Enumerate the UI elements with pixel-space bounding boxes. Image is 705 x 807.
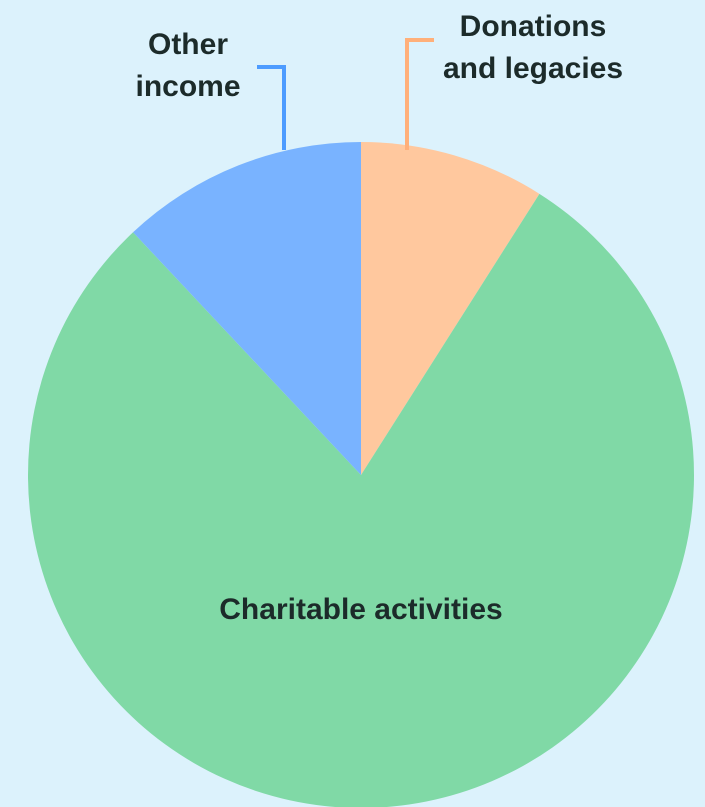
slice-other-income	[133, 142, 361, 475]
slice-labels: Donations and legacies Charitable activiti…	[135, 10, 623, 626]
label-line-donations-and-legacies-1: and legacies	[443, 52, 623, 85]
label-line-other-income-0: Other	[148, 28, 228, 61]
label-line-charitable-activities-0: Charitable activities	[219, 593, 502, 626]
leader-line-other-income	[257, 65, 286, 150]
label-charitable-activities: Charitable activities	[219, 593, 502, 626]
label-donations-and-legacies: Donations and legacies	[443, 10, 623, 85]
label-line-other-income-1: income	[135, 70, 240, 103]
slice-charitable-activities	[28, 193, 694, 807]
label-other-income: Other income	[135, 28, 240, 103]
leader-line-donations-and-legacies	[405, 38, 434, 150]
slice-donations-and-legacies	[361, 142, 540, 475]
label-line-donations-and-legacies-0: Donations	[460, 10, 607, 43]
pie-slices	[28, 142, 694, 807]
leader-lines	[257, 38, 434, 150]
